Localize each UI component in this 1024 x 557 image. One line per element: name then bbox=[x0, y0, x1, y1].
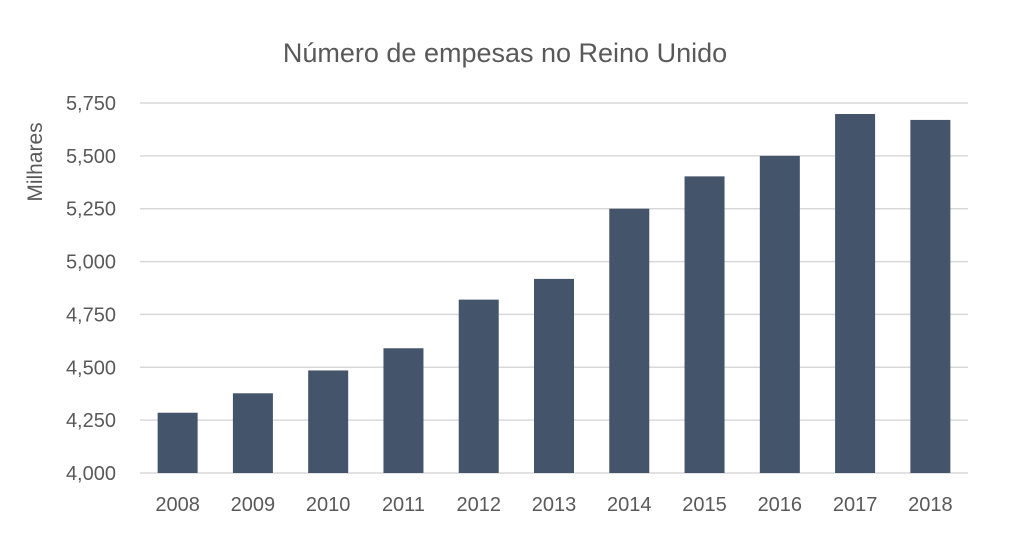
x-tick-label: 2016 bbox=[758, 494, 803, 516]
bar-2014 bbox=[609, 208, 650, 473]
x-tick-label: 2013 bbox=[532, 494, 577, 516]
x-tick-label: 2009 bbox=[231, 494, 276, 516]
y-tick-label: 4,250 bbox=[66, 410, 116, 432]
bar-2009 bbox=[232, 393, 273, 473]
bars bbox=[157, 113, 951, 474]
x-tick-label: 2017 bbox=[833, 494, 878, 516]
x-tick-label: 2015 bbox=[682, 494, 727, 516]
x-axis-ticks: 2008 2009 2010 2011 2012 2013 2014 2015 2016 2017… bbox=[155, 494, 952, 516]
bar-2013 bbox=[534, 278, 574, 473]
y-tick-label: 5,750 bbox=[66, 93, 116, 115]
y-tick-label: 4,750 bbox=[66, 304, 116, 326]
y-tick-label: 4,000 bbox=[66, 463, 116, 485]
x-tick-label: 2018 bbox=[908, 494, 953, 516]
y-tick-label: 5,500 bbox=[66, 146, 116, 168]
bar-2011 bbox=[383, 348, 424, 473]
x-tick-label: 2011 bbox=[382, 494, 425, 516]
bar-2015 bbox=[684, 176, 725, 473]
x-tick-label: 2012 bbox=[456, 494, 501, 516]
x-tick-label: 2010 bbox=[306, 494, 351, 516]
y-axis-ticks: 4,000 4,250 4,500 4,750 5,000 5,250 5,500 5,750 bbox=[66, 93, 116, 485]
bar-2016 bbox=[759, 155, 800, 473]
bar-2010 bbox=[308, 370, 349, 473]
y-tick-label: 4,500 bbox=[66, 357, 116, 379]
bar-2012 bbox=[458, 299, 499, 473]
bar-2017 bbox=[835, 113, 876, 473]
y-axis-label: Milhares bbox=[24, 122, 47, 201]
chart-title: Número de empesas no Reino Unido bbox=[283, 38, 727, 68]
y-tick-label: 5,250 bbox=[66, 199, 116, 221]
bar-2018 bbox=[910, 119, 951, 474]
x-tick-label: 2008 bbox=[155, 494, 200, 516]
x-tick-label: 2014 bbox=[607, 494, 652, 516]
bar-2008 bbox=[157, 412, 198, 473]
y-tick-label: 5,000 bbox=[66, 252, 116, 274]
